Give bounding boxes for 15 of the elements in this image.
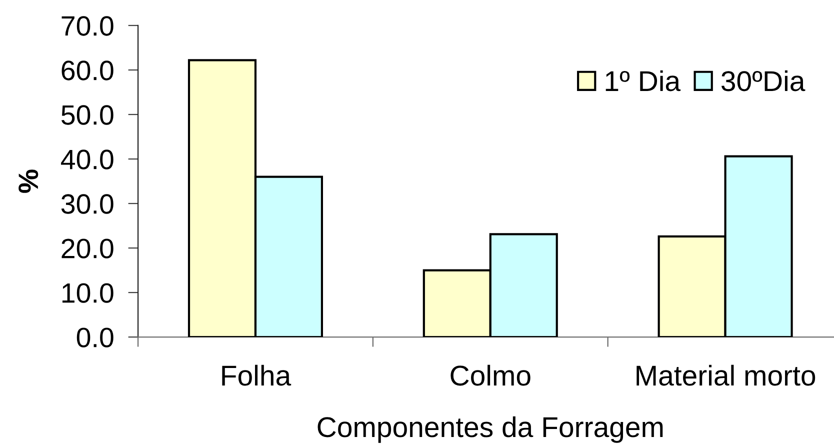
y-tick-label: 0.0 bbox=[76, 328, 114, 348]
y-tick-label: 30.0 bbox=[61, 194, 114, 214]
x-tick-label: Material morto bbox=[636, 364, 816, 386]
y-tick-label: 70.0 bbox=[62, 16, 114, 36]
x-axis-title: Componentes da Forragem bbox=[318, 416, 663, 443]
x-tick-label: Colmo bbox=[450, 364, 530, 386]
x-tick-label: Folha bbox=[222, 364, 292, 386]
y-tick-label: 40.0 bbox=[60, 150, 114, 170]
y-tick-label: 20.0 bbox=[62, 238, 114, 258]
y-axis-title: % bbox=[18, 170, 38, 193]
y-tick-label: 50.0 bbox=[61, 105, 114, 125]
legend-label: 1º Dia bbox=[606, 70, 681, 92]
legend-label: 30ºDia bbox=[722, 70, 806, 92]
y-tick-label: 60.0 bbox=[62, 60, 114, 80]
y-tick-label: 10.0 bbox=[62, 283, 114, 303]
